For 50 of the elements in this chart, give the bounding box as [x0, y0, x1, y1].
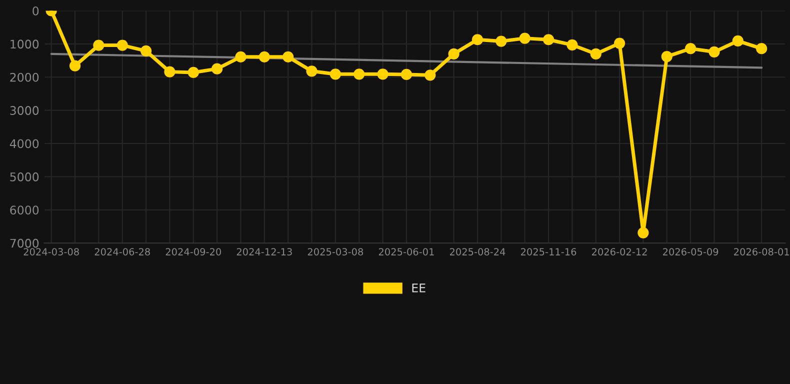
x-tick-label: 2025-11-16	[520, 248, 576, 256]
point	[756, 43, 768, 54]
point	[496, 36, 507, 47]
point	[354, 68, 365, 80]
point	[542, 34, 554, 46]
point	[614, 38, 626, 49]
x-tick-label: 2026-08-01	[734, 248, 789, 256]
point	[708, 46, 720, 58]
point	[306, 66, 318, 77]
point	[638, 227, 649, 238]
y-tick-label: 2000	[10, 72, 39, 82]
point	[140, 45, 152, 56]
x-tick-label: 2026-05-09	[663, 248, 718, 256]
point	[330, 68, 341, 80]
point	[424, 70, 436, 81]
point	[93, 40, 104, 51]
point	[566, 39, 578, 50]
y-tick-label: 7000	[10, 238, 39, 248]
y-tick-label: 6000	[10, 206, 39, 215]
x-tick-label: 2025-08-24	[450, 248, 506, 256]
x-tick-label: 2025-03-08	[308, 248, 364, 256]
point	[400, 68, 412, 80]
point	[258, 51, 270, 62]
point	[685, 43, 696, 54]
point	[282, 51, 294, 62]
x-tick-label: 2024-06-28	[94, 248, 150, 256]
point	[661, 50, 672, 62]
point	[212, 63, 223, 74]
y-tick-label: 1000	[10, 40, 39, 49]
point	[116, 40, 128, 51]
point	[164, 66, 176, 78]
point	[188, 66, 199, 78]
point	[448, 48, 460, 60]
x-tick-label: 2024-03-08	[24, 248, 79, 256]
x-tick-label: 2024-12-13	[236, 248, 292, 256]
point	[377, 68, 388, 80]
y-tick-label: 3000	[10, 106, 39, 115]
x-tick-label: 2024-09-20	[166, 248, 221, 256]
legend-label: EE	[412, 284, 426, 292]
point	[69, 60, 81, 72]
point	[590, 48, 602, 60]
y-tick-label: 0	[32, 6, 39, 16]
point	[235, 51, 246, 62]
x-tick-label: 2025-06-01	[378, 248, 434, 256]
point	[472, 34, 484, 46]
y-tick-label: 5000	[10, 172, 39, 182]
point	[519, 32, 530, 44]
x-tick-label: 2026-02-12	[592, 248, 647, 256]
point	[732, 35, 744, 47]
y-tick-label: 4000	[10, 139, 39, 148]
